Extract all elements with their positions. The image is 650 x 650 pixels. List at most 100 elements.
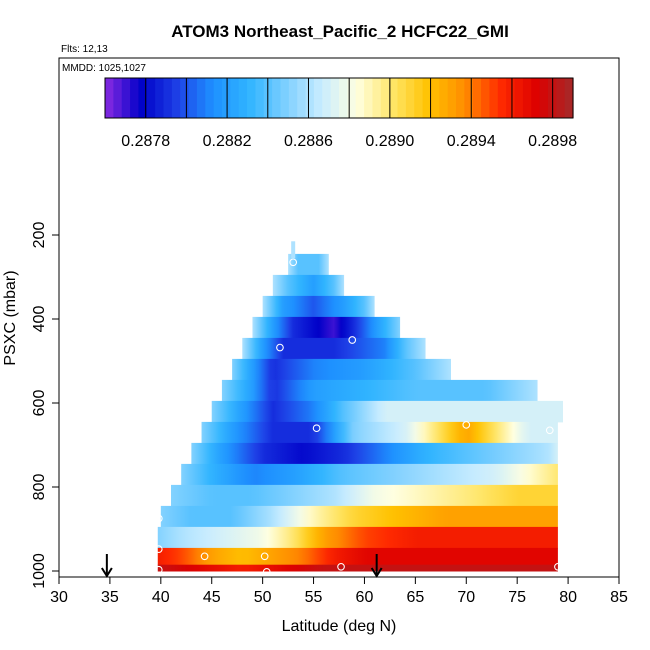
colorbar-segment <box>430 78 440 118</box>
sample-point <box>276 343 284 352</box>
sample-point <box>154 514 163 523</box>
colorbar-segment <box>472 78 482 118</box>
colorbar-segment <box>397 78 407 118</box>
heatmap-row <box>160 505 558 528</box>
flight-arrows <box>101 554 383 578</box>
x-tick-label: 85 <box>610 589 628 606</box>
colorbar-segment <box>130 78 140 118</box>
colorbar-tick-label: 0.2882 <box>203 133 252 150</box>
sample-point <box>289 258 298 267</box>
colorbar-segment <box>489 78 499 118</box>
heatmap-row <box>157 547 558 566</box>
colorbar-segment <box>238 78 248 118</box>
colorbar-segment <box>146 78 156 118</box>
colorbar-segment <box>280 78 290 118</box>
y-axis-label: PSXC (mbar) <box>2 270 19 365</box>
plot-frame <box>58 57 620 578</box>
colorbar-tick-labels: 0.2878 0.2882 0.2886 0.2890 0.2894 0.2898 <box>121 133 577 150</box>
x-tick-label: 35 <box>101 589 119 606</box>
heatmap-row <box>157 564 558 572</box>
colorbar-segment <box>539 78 549 118</box>
colorbar-segment <box>339 78 348 118</box>
sample-point <box>262 567 271 576</box>
heatmap-row <box>242 337 426 360</box>
sample-point <box>260 552 269 561</box>
colorbar-segment <box>196 78 206 118</box>
colorbar-tick-label: 0.2878 <box>121 133 170 150</box>
colorbar-segment <box>105 78 114 118</box>
colorbar-segment <box>506 78 516 118</box>
sample-point <box>154 545 163 554</box>
x-tick-label: 50 <box>254 589 272 606</box>
x-tick-label: 65 <box>406 589 424 606</box>
colorbar-segment <box>422 78 432 118</box>
x-tick-label: 75 <box>508 589 526 606</box>
y-axis: 200 400 600 800 1000 <box>31 222 59 589</box>
colorbar-segment <box>439 78 449 118</box>
colorbar-segment <box>230 78 240 118</box>
colorbar-tick-label: 0.2894 <box>447 133 496 150</box>
heatmap-row <box>211 400 563 423</box>
heatmap-row <box>272 274 345 297</box>
sample-point <box>200 552 209 561</box>
sample-point <box>545 426 554 435</box>
colorbar-segment <box>171 78 181 118</box>
colorbar-segment <box>322 78 332 118</box>
y-tick-label: 800 <box>31 474 48 501</box>
colorbar-segment <box>213 78 223 118</box>
colorbar-segment <box>180 78 190 118</box>
flight-arrow <box>101 554 113 578</box>
x-tick-label: 40 <box>152 589 170 606</box>
mmdd-label: MMDD: 1025,1027 <box>62 63 146 74</box>
colorbar-segment <box>514 78 524 118</box>
colorbar-segment <box>255 78 265 118</box>
heatmap-row <box>157 526 558 549</box>
colorbar-segment <box>297 78 307 118</box>
colorbar-segment <box>305 78 315 118</box>
heatmap-row <box>181 463 558 486</box>
heatmap-row <box>171 484 558 507</box>
heatmap-row <box>221 379 538 402</box>
x-tick-label: 30 <box>50 589 68 606</box>
colorbar-segment <box>330 78 340 118</box>
colorbar-segment <box>405 78 415 118</box>
colorbar-segment <box>481 78 491 118</box>
sample-point <box>348 336 357 344</box>
x-tick-label: 60 <box>356 589 374 606</box>
colorbar-segment <box>556 78 566 118</box>
heatmap-row <box>262 295 375 318</box>
colorbar-segment <box>414 78 424 118</box>
sample-point <box>337 562 345 571</box>
sample-point <box>554 562 562 571</box>
colorbar-segment <box>497 78 507 118</box>
colorbar-segment <box>138 78 148 118</box>
sample-point <box>154 565 163 574</box>
heatmap-row <box>252 316 401 339</box>
colorbar-segment <box>222 78 231 118</box>
colorbar-segment <box>380 78 390 118</box>
colorbar-segment <box>564 78 574 118</box>
x-axis-label: Latitude (deg N) <box>282 618 397 635</box>
colorbar-segment <box>121 78 131 118</box>
colorbar-segment <box>288 78 298 118</box>
colorbar-segment <box>464 78 474 118</box>
heatmap-row <box>288 253 329 276</box>
colorbar-segment <box>347 78 357 118</box>
colorbar-segment <box>389 78 399 118</box>
colorbar-segment <box>522 78 532 118</box>
y-tick-label: 400 <box>31 306 48 333</box>
colorbar-segment <box>163 78 173 118</box>
colorbar-segment <box>364 78 374 118</box>
colorbar <box>104 77 574 119</box>
heatmap-row <box>191 442 558 465</box>
colorbar-segment <box>531 78 541 118</box>
x-tick-label: 70 <box>457 589 475 606</box>
colorbar-tick-label: 0.2886 <box>284 133 333 150</box>
flight-arrow <box>370 554 383 578</box>
colorbar-segment <box>372 78 382 118</box>
x-axis: 30 35 40 45 50 55 60 65 70 75 80 85 <box>50 577 628 606</box>
colorbar-segment <box>205 78 215 118</box>
colorbar-segment <box>188 78 198 118</box>
heatmap-row <box>201 421 558 444</box>
